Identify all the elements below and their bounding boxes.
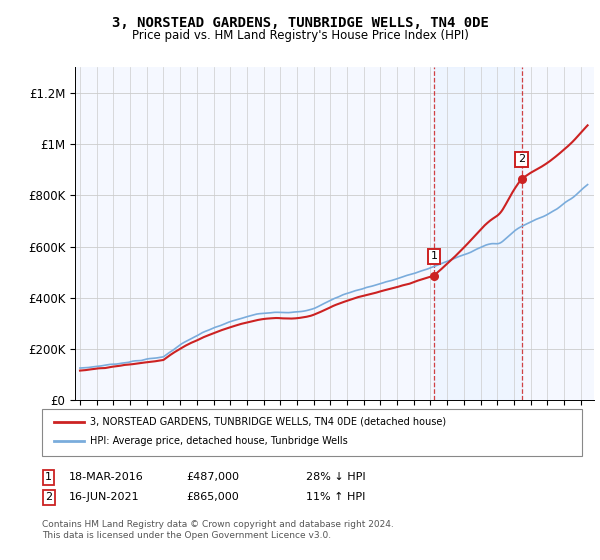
Text: £865,000: £865,000 (186, 492, 239, 502)
Text: Price paid vs. HM Land Registry's House Price Index (HPI): Price paid vs. HM Land Registry's House … (131, 29, 469, 42)
Text: 1: 1 (430, 251, 437, 262)
Text: 2: 2 (45, 492, 52, 502)
Bar (434, 67, 521, 400)
Text: 3, NORSTEAD GARDENS, TUNBRIDGE WELLS, TN4 0DE (detached house): 3, NORSTEAD GARDENS, TUNBRIDGE WELLS, TN… (90, 417, 446, 427)
Text: 16-JUN-2021: 16-JUN-2021 (69, 492, 140, 502)
Text: 28% ↓ HPI: 28% ↓ HPI (306, 472, 365, 482)
Text: 3, NORSTEAD GARDENS, TUNBRIDGE WELLS, TN4 0DE: 3, NORSTEAD GARDENS, TUNBRIDGE WELLS, TN… (112, 16, 488, 30)
Text: HPI: Average price, detached house, Tunbridge Wells: HPI: Average price, detached house, Tunb… (90, 436, 348, 446)
Text: Contains HM Land Registry data © Crown copyright and database right 2024.
This d: Contains HM Land Registry data © Crown c… (42, 520, 394, 540)
Text: 11% ↑ HPI: 11% ↑ HPI (306, 492, 365, 502)
Text: 2: 2 (518, 155, 525, 165)
Text: £487,000: £487,000 (186, 472, 239, 482)
Text: 1: 1 (45, 472, 52, 482)
Text: 18-MAR-2016: 18-MAR-2016 (69, 472, 144, 482)
